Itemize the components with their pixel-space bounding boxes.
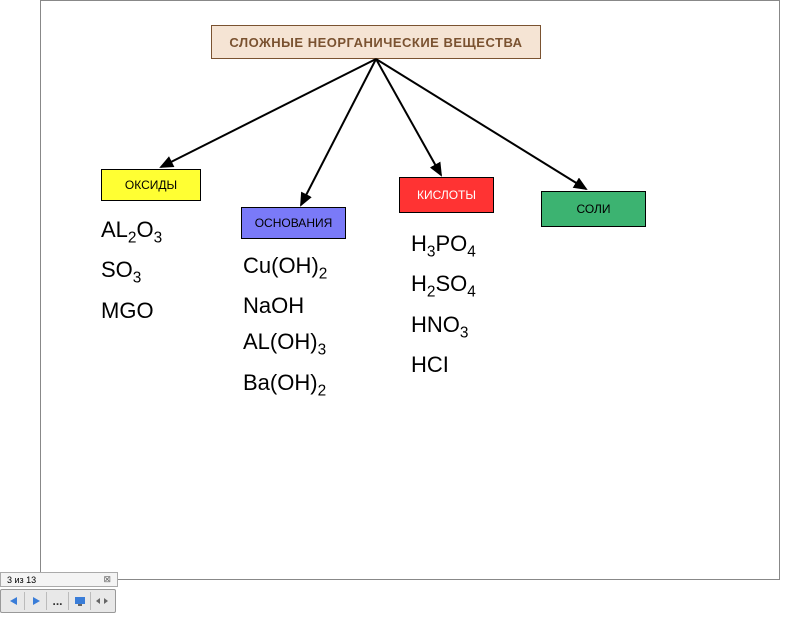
formulas-oxides: AL2O3 SO3 MGO — [101, 217, 162, 334]
formula-item: AL2O3 — [101, 217, 162, 247]
ellipsis-icon: ... — [52, 594, 62, 608]
formula-item: SO3 — [101, 257, 162, 287]
formulas-acids: H3PO4 H2SO4 HNO3 HCI — [411, 231, 476, 388]
formula-item: AL(OH)3 — [243, 329, 327, 359]
arrow-right-icon — [29, 595, 43, 607]
fit-icon — [95, 595, 109, 607]
page-indicator: 3 из 13 ⊠ — [0, 572, 118, 587]
formula-item: MGO — [101, 298, 162, 324]
menu-button[interactable]: ... — [47, 592, 69, 610]
formula-item: HCI — [411, 352, 476, 378]
page-text: 3 из 13 — [7, 575, 36, 585]
toolbar-button-group: ... — [0, 589, 116, 613]
main-title-box: СЛОЖНЫЕ НЕОРГАНИЧЕСКИЕ ВЕЩЕСТВА — [211, 25, 541, 59]
next-button[interactable] — [25, 592, 47, 610]
category-oxides: ОКСИДЫ — [101, 169, 201, 201]
prev-button[interactable] — [3, 592, 25, 610]
formula-item: HNO3 — [411, 312, 476, 342]
formula-item: Ba(OH)2 — [243, 370, 327, 400]
category-acids: КИСЛОТЫ — [399, 177, 494, 213]
category-salts: СОЛИ — [541, 191, 646, 227]
formula-item: H2SO4 — [411, 271, 476, 301]
close-icon[interactable]: ⊠ — [103, 574, 111, 585]
screen-icon — [73, 595, 87, 607]
formula-item: NaOH — [243, 293, 327, 319]
slide-canvas: СЛОЖНЫЕ НЕОРГАНИЧЕСКИЕ ВЕЩЕСТВА ОКСИДЫ ОС… — [40, 0, 780, 580]
main-title-text: СЛОЖНЫЕ НЕОРГАНИЧЕСКИЕ ВЕЩЕСТВА — [229, 35, 522, 50]
arrow-left-icon — [7, 595, 21, 607]
navigation-toolbar: 3 из 13 ⊠ ... — [0, 572, 118, 613]
fit-button[interactable] — [91, 592, 113, 610]
category-bases: ОСНОВАНИЯ — [241, 207, 346, 239]
formulas-bases: Cu(OH)2 NaOH AL(OH)3 Ba(OH)2 — [243, 253, 327, 410]
present-button[interactable] — [69, 592, 91, 610]
formula-item: Cu(OH)2 — [243, 253, 327, 283]
formula-item: H3PO4 — [411, 231, 476, 261]
